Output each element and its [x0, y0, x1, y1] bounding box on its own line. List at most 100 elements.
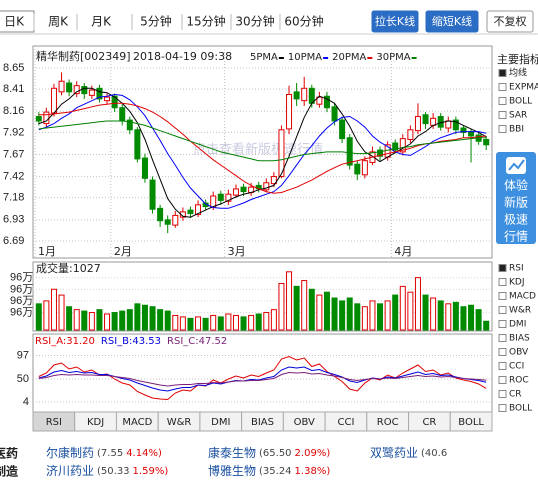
volume-bar	[452, 301, 459, 331]
volume-bar	[81, 310, 88, 331]
toolbar-button[interactable]	[425, 10, 479, 33]
checkbox[interactable]	[498, 320, 507, 328]
volume-bar	[66, 306, 73, 331]
indicator-tab-label: RSI	[46, 417, 62, 428]
candle-body	[172, 214, 179, 226]
checkbox[interactable]	[498, 111, 507, 119]
option-label[interactable]: CR	[509, 390, 522, 400]
checkbox[interactable]	[498, 264, 507, 272]
volume-bar	[141, 304, 148, 331]
checkbox[interactable]	[498, 404, 507, 412]
checkbox[interactable]	[498, 69, 507, 77]
related-stock[interactable]: 济川药业 (50.33 1.59%)	[46, 463, 168, 478]
related-stock[interactable]: 康泰生物 (65.50 2.09%)	[208, 445, 330, 460]
indicator-tab-label: ROC	[377, 417, 399, 428]
volume-bar	[414, 277, 421, 331]
checkbox[interactable]	[498, 278, 507, 286]
rsi-tick-label: 4	[23, 396, 29, 408]
option-label[interactable]: KDJ	[509, 278, 525, 288]
volume-bar	[134, 303, 141, 331]
option-label[interactable]: CCI	[509, 362, 524, 372]
option-label[interactable]: BBI	[509, 125, 524, 135]
toolbar-button[interactable]	[486, 10, 534, 33]
toolbar-button-label: 缩短K线	[432, 14, 472, 28]
candle-body	[445, 120, 452, 129]
checkbox[interactable]	[498, 362, 507, 370]
volume-bar	[301, 280, 308, 331]
volume-bar	[308, 288, 315, 331]
checkbox[interactable]	[498, 306, 507, 314]
y-tick-label: 6.93	[3, 214, 24, 226]
period-tab[interactable]: 月K	[91, 15, 112, 29]
option-label[interactable]: ROC	[509, 376, 529, 386]
candle-body	[225, 193, 232, 202]
option-label[interactable]: EXPMA	[509, 83, 538, 93]
volume-bar	[354, 303, 361, 331]
option-label[interactable]: RSI	[509, 264, 524, 274]
indicator-tab-label: DMI	[211, 417, 230, 428]
volume-bar	[179, 316, 186, 331]
period-tab[interactable]: 30分钟	[235, 14, 274, 29]
sector-label: 医药	[0, 446, 18, 461]
candle-body	[50, 87, 57, 114]
stock-price: (65.50	[259, 448, 292, 459]
period-tab[interactable]: 周K	[48, 15, 69, 29]
volume-bar	[35, 303, 42, 331]
toolbar-button[interactable]	[371, 10, 419, 33]
checkbox[interactable]	[498, 334, 507, 342]
stock-name: 博雅生物	[208, 463, 256, 478]
option-label[interactable]: BOLL	[509, 97, 532, 107]
volume-bar	[43, 300, 50, 331]
candle-body	[157, 207, 164, 222]
related-stock[interactable]: 博雅生物 (35.24 1.38%)	[208, 463, 330, 478]
volume-bar	[202, 317, 209, 331]
checkbox[interactable]	[498, 83, 507, 91]
candle-body	[88, 89, 95, 96]
volume-bar	[270, 309, 277, 331]
related-stock[interactable]: 双鹭药业 (40.6	[370, 445, 447, 460]
candle-body	[66, 82, 73, 93]
period-tab[interactable]: 5分钟	[140, 14, 172, 29]
period-tab[interactable]: 日K	[4, 15, 25, 29]
volume-bar	[73, 309, 80, 331]
volume-bar	[475, 309, 482, 331]
indicator-tab-label: OBV	[294, 417, 315, 428]
y-tick-label: 8.16	[3, 105, 24, 117]
volume-bar	[255, 313, 262, 331]
volume-bar	[172, 314, 179, 331]
option-label[interactable]: OBV	[509, 348, 529, 358]
option-label[interactable]: 均线	[509, 67, 527, 79]
checkbox[interactable]	[498, 125, 507, 133]
option-label[interactable]: W&R	[509, 306, 531, 316]
checkbox[interactable]	[498, 292, 507, 300]
option-label[interactable]: MACD	[509, 292, 536, 302]
option-label[interactable]: BIAS	[509, 334, 530, 344]
indicator-tab[interactable]	[449, 411, 493, 432]
volume-bar	[149, 306, 156, 331]
volume-bar	[164, 310, 171, 331]
option-label[interactable]: SAR	[509, 111, 527, 121]
volume-bar	[339, 300, 346, 331]
period-tab[interactable]: 15分钟	[186, 14, 225, 29]
chart-title: 精华制药[002349]	[36, 49, 131, 63]
candle-body	[240, 186, 247, 193]
legend-label: 30PMA	[376, 52, 410, 63]
rsi-tick-label: 50	[17, 373, 29, 385]
checkbox[interactable]	[498, 376, 507, 384]
promo-text: 极速	[504, 213, 528, 227]
x-tick-label: 2月	[114, 245, 132, 258]
checkbox[interactable]	[498, 348, 507, 356]
candle-body	[126, 119, 133, 131]
option-label[interactable]: DMI	[509, 320, 526, 330]
checkbox[interactable]	[498, 390, 507, 398]
y-tick-label: 7.67	[3, 148, 24, 160]
checkbox[interactable]	[498, 97, 507, 105]
option-label[interactable]: BOLL	[509, 404, 532, 414]
stock-change: 1.38%)	[295, 466, 331, 477]
period-tab[interactable]: 60分钟	[284, 14, 323, 29]
promo-text: 新版	[504, 195, 528, 210]
candle-body	[286, 93, 293, 130]
promo-button[interactable]	[496, 152, 536, 244]
related-stock[interactable]: 尔康制药 (7.55 4.14%)	[46, 445, 162, 460]
